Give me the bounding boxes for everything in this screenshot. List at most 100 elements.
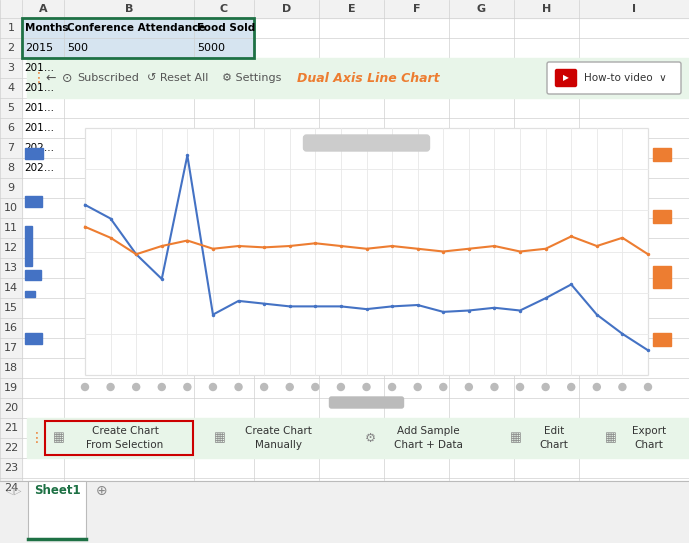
Text: Subscribed: Subscribed: [77, 73, 139, 83]
Text: 22: 22: [4, 443, 18, 453]
Text: Months: Months: [25, 23, 68, 33]
Bar: [22, 0, 689, 18]
Text: ▦: ▦: [510, 432, 522, 445]
Text: A: A: [39, 4, 48, 14]
FancyBboxPatch shape: [555, 70, 577, 86]
Text: 1: 1: [8, 23, 14, 33]
Text: H: H: [542, 4, 551, 14]
Text: ▦: ▦: [214, 432, 226, 445]
Text: 201…: 201…: [24, 63, 54, 73]
Text: 9: 9: [8, 183, 14, 193]
Circle shape: [184, 383, 191, 390]
Text: ⋮: ⋮: [30, 431, 44, 445]
Circle shape: [107, 383, 114, 390]
Text: 12: 12: [4, 243, 18, 253]
Text: ▶: ▶: [563, 73, 569, 83]
Text: 23: 23: [4, 463, 18, 473]
Circle shape: [81, 383, 88, 390]
Text: ⋮: ⋮: [32, 71, 46, 85]
Text: 201…: 201…: [24, 83, 54, 93]
Text: ▦: ▦: [605, 432, 617, 445]
Text: 202…: 202…: [24, 163, 54, 173]
Bar: [85, 128, 648, 375]
Circle shape: [465, 383, 473, 390]
Text: ←: ←: [45, 72, 56, 85]
Bar: [25, 270, 41, 280]
Text: ▦: ▦: [53, 432, 65, 445]
Text: How-to video  ∨: How-to video ∨: [584, 73, 667, 83]
Bar: [22, 18, 254, 58]
Circle shape: [260, 383, 267, 390]
Text: Add Sample
Chart + Data: Add Sample Chart + Data: [393, 426, 462, 450]
Text: 13: 13: [4, 263, 18, 273]
Text: 5: 5: [8, 103, 14, 113]
Circle shape: [517, 383, 524, 390]
Text: Edit
Chart: Edit Chart: [539, 426, 568, 450]
Bar: [653, 266, 671, 288]
Bar: [653, 210, 671, 223]
Bar: [653, 333, 671, 346]
Circle shape: [619, 383, 626, 390]
Text: 500: 500: [67, 43, 88, 53]
Circle shape: [542, 383, 549, 390]
Circle shape: [312, 383, 319, 390]
Text: 8: 8: [8, 163, 14, 173]
Bar: [25, 148, 43, 159]
Text: ⚙ Settings: ⚙ Settings: [222, 73, 281, 83]
Text: ↺ Reset All: ↺ Reset All: [147, 73, 208, 83]
Text: 4: 4: [8, 83, 14, 93]
Text: 2015: 2015: [25, 43, 53, 53]
Circle shape: [235, 383, 242, 390]
Circle shape: [644, 383, 652, 390]
Text: 7: 7: [8, 143, 14, 153]
Bar: [25, 291, 35, 297]
Text: ▷: ▷: [14, 486, 21, 496]
Text: 202…: 202…: [24, 143, 54, 153]
Circle shape: [414, 383, 421, 390]
Bar: [653, 148, 671, 161]
Bar: [45, 421, 193, 455]
Text: 5000: 5000: [197, 43, 225, 53]
Bar: [0, 0, 22, 543]
Text: C: C: [220, 4, 228, 14]
Text: F: F: [413, 4, 420, 14]
Text: Export
Chart: Export Chart: [632, 426, 666, 450]
Circle shape: [209, 383, 216, 390]
Text: D: D: [282, 4, 291, 14]
FancyBboxPatch shape: [303, 135, 429, 151]
Circle shape: [389, 383, 395, 390]
Bar: [27, 58, 689, 98]
Text: ⊙: ⊙: [62, 72, 72, 85]
Circle shape: [286, 383, 294, 390]
Bar: [28, 481, 86, 539]
Bar: [25, 226, 32, 266]
Circle shape: [363, 383, 370, 390]
Text: Dual Axis Line Chart: Dual Axis Line Chart: [297, 72, 440, 85]
Text: 2: 2: [8, 43, 14, 53]
Text: ⊕: ⊕: [96, 484, 107, 498]
Bar: [25, 333, 42, 344]
Text: 20: 20: [4, 403, 18, 413]
Circle shape: [338, 383, 344, 390]
Text: 19: 19: [4, 383, 18, 393]
FancyBboxPatch shape: [547, 62, 681, 94]
FancyBboxPatch shape: [329, 397, 404, 408]
Text: I: I: [632, 4, 636, 14]
Text: 11: 11: [4, 223, 18, 233]
Bar: [0, 481, 689, 543]
Text: E: E: [348, 4, 356, 14]
Text: Create Chart
Manually: Create Chart Manually: [245, 426, 311, 450]
Text: 18: 18: [4, 363, 18, 373]
Text: ⚙: ⚙: [364, 432, 376, 445]
Text: 17: 17: [4, 343, 18, 353]
Circle shape: [133, 383, 140, 390]
Text: 16: 16: [4, 323, 18, 333]
Text: G: G: [477, 4, 486, 14]
Text: 6: 6: [8, 123, 14, 133]
Text: 14: 14: [4, 283, 18, 293]
Circle shape: [568, 383, 575, 390]
Text: Create Chart
From Selection: Create Chart From Selection: [86, 426, 163, 450]
Circle shape: [440, 383, 446, 390]
Bar: [27, 418, 689, 458]
Text: 201…: 201…: [24, 123, 54, 133]
